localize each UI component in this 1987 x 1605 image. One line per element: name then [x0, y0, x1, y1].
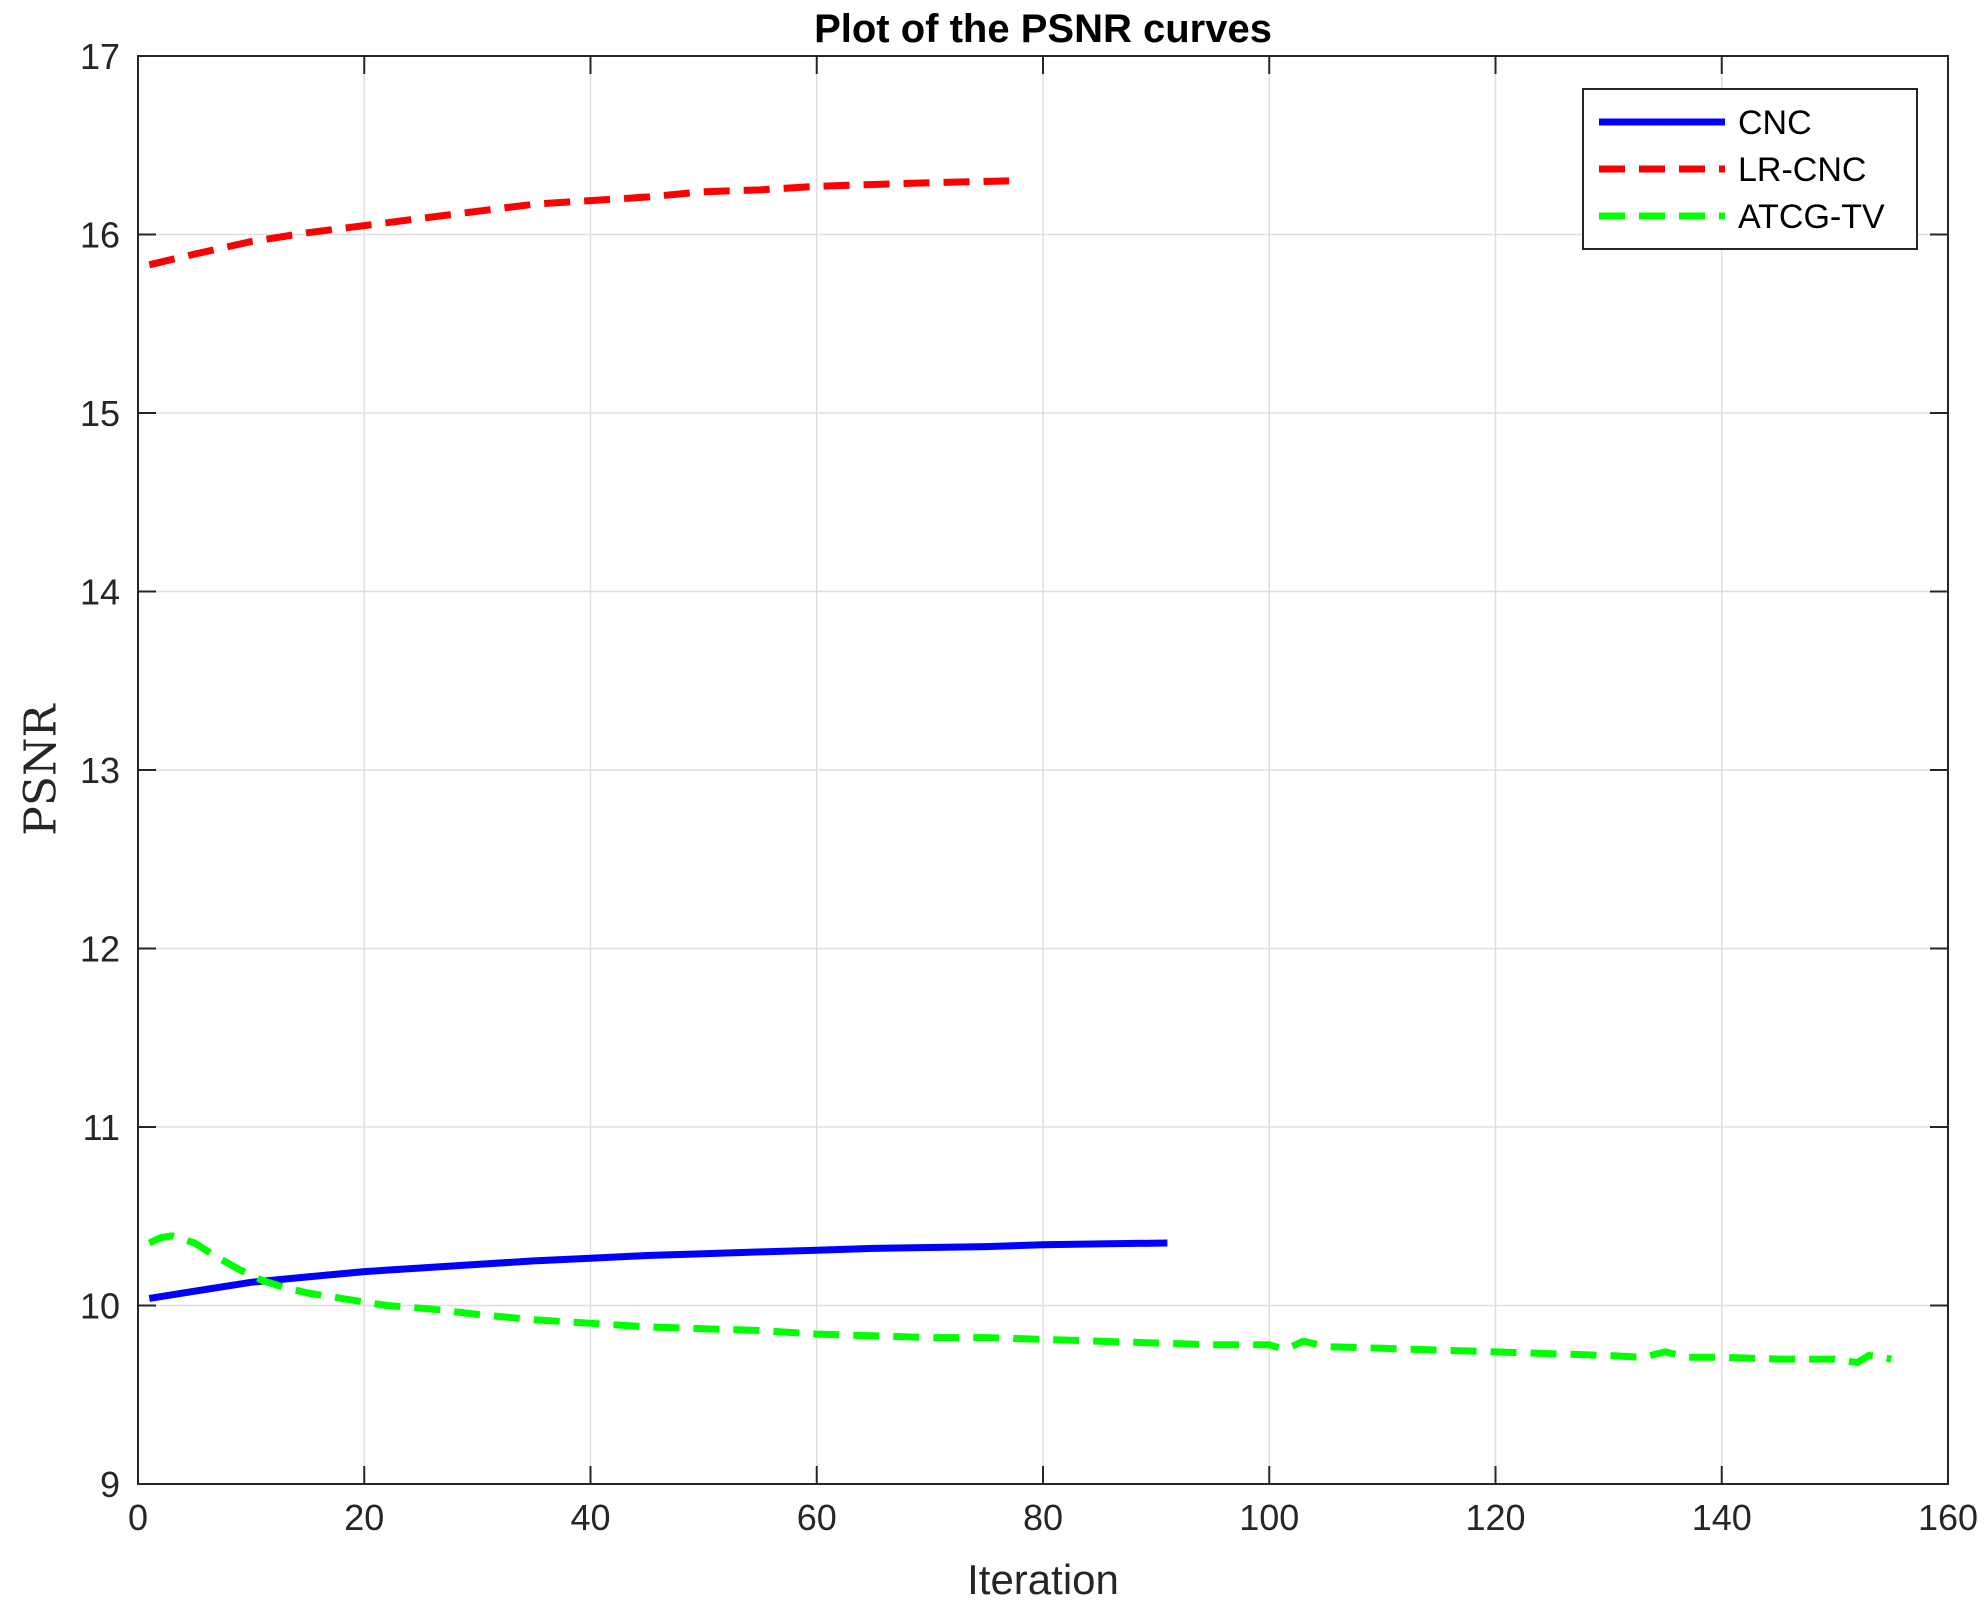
y-tick-label: 16: [80, 215, 120, 256]
x-tick-labels: 0 20 40 60 80 100 120 140 160: [128, 1497, 1978, 1538]
y-tick-label: 13: [80, 750, 120, 791]
x-axis-label: Iteration: [967, 1556, 1119, 1603]
x-tick-label: 100: [1239, 1497, 1299, 1538]
y-tick-label: 14: [80, 572, 120, 613]
series-line-lr-cnc: [148, 177, 1010, 269]
y-tick-label: 11: [83, 1107, 120, 1148]
chart-title: Plot of the PSNR curves: [814, 7, 1272, 51]
x-tick-label: 0: [128, 1497, 148, 1538]
x-tick-label: 120: [1465, 1497, 1525, 1538]
y-tick-label: 15: [80, 393, 120, 434]
legend: CNC LR-CNC ATCG-TV: [1582, 88, 1918, 250]
x-tick-label: 140: [1692, 1497, 1752, 1538]
x-tick-label: 80: [1023, 1497, 1063, 1538]
y-tick-label: 10: [80, 1286, 120, 1327]
y-tick-label: 9: [100, 1464, 120, 1505]
series-lines: [147, 177, 1892, 1367]
x-tick-label: 20: [344, 1497, 384, 1538]
y-tick-labels: 9 10 11 12 13 14 15 16 17: [80, 36, 120, 1505]
y-tick-label: 17: [80, 36, 120, 77]
legend-label: ATCG-TV: [1738, 198, 1885, 236]
x-tick-label: 60: [797, 1497, 837, 1538]
axis-ticks: [137, 55, 1949, 1485]
legend-label: CNC: [1738, 104, 1812, 142]
y-axis-label: PSNR: [16, 702, 67, 835]
legend-label: LR-CNC: [1738, 151, 1866, 189]
x-tick-label: 40: [570, 1497, 610, 1538]
x-tick-label: 160: [1918, 1497, 1978, 1538]
series-line-atcg-tv: [147, 1232, 1892, 1367]
y-tick-label: 12: [80, 929, 120, 970]
legend-box: [1582, 88, 1918, 250]
series-line-cnc: [148, 1239, 1168, 1302]
